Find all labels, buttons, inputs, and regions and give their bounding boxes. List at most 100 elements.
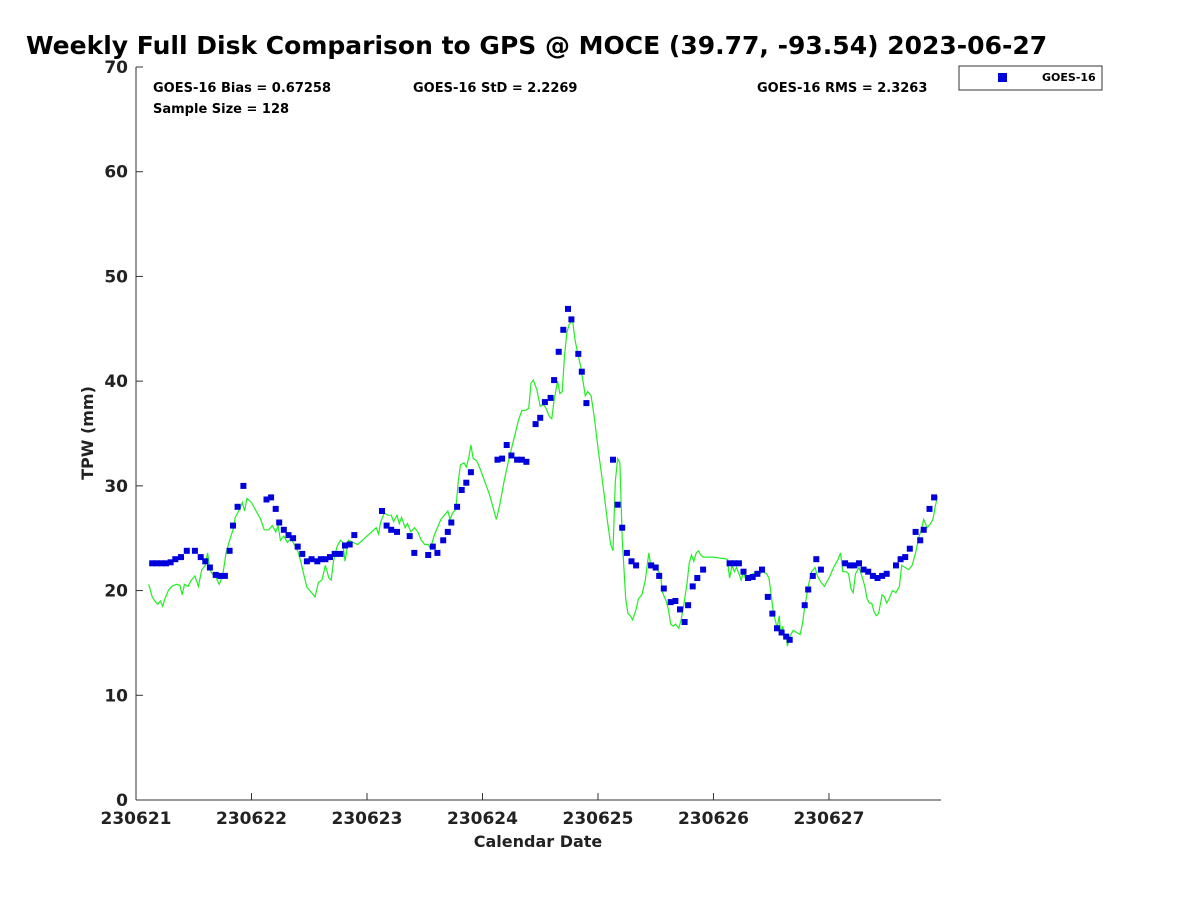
sample-size-stat: Sample Size = 128 — [153, 102, 289, 117]
goes-data-point — [342, 542, 348, 549]
goes-data-point — [906, 545, 913, 552]
goes-data-point — [294, 543, 301, 550]
goes-data-point — [689, 583, 696, 590]
goes-data-point — [578, 368, 585, 375]
goes-data-point — [874, 575, 881, 581]
goes-data-point — [917, 537, 924, 544]
x-ticks: 230621 230622 230623 230624 230625 230626 2306… — [101, 793, 864, 829]
y-tick-label: 10 — [104, 686, 128, 706]
goes-data-point — [523, 458, 530, 465]
goes-data-point — [337, 550, 344, 557]
goes-data-point — [700, 566, 707, 573]
goes-data-point — [240, 482, 247, 489]
goes-data-point — [163, 560, 169, 567]
goes-data-point — [809, 572, 816, 579]
goes-data-point — [801, 602, 808, 609]
x-tick-label: 230621 — [101, 809, 172, 829]
goes-series — [149, 305, 938, 643]
y-tick-label: 50 — [104, 267, 128, 287]
x-tick-label: 230623 — [331, 809, 402, 829]
goes-data-point — [331, 550, 338, 557]
goes-data-point — [883, 570, 890, 577]
goes-data-point — [308, 556, 315, 563]
legend-label: GOES-16 — [1042, 71, 1096, 84]
goes-data-point — [769, 610, 776, 617]
goes-data-point — [285, 532, 292, 539]
goes-data-point — [677, 606, 683, 613]
goes-data-point — [153, 560, 160, 567]
goes-data-point — [817, 566, 824, 573]
goes-data-point — [508, 452, 515, 459]
goes-data-point — [272, 505, 279, 512]
goes-data-point — [197, 554, 204, 561]
legend: GOES-16 — [958, 65, 1103, 91]
y-tick-label: 30 — [104, 477, 128, 497]
goes-data-point — [749, 574, 756, 580]
goes-data-point — [648, 562, 655, 569]
plot-area — [136, 67, 941, 800]
goes-data-point — [656, 572, 663, 579]
goes-data-point — [672, 598, 679, 604]
goes-data-point — [379, 508, 385, 514]
goes-data-point — [290, 535, 297, 542]
goes-data-point — [327, 554, 333, 561]
goes-data-point — [681, 619, 688, 625]
goes-data-point — [897, 556, 904, 563]
goes-data-point — [280, 526, 287, 533]
goes-data-point — [230, 522, 236, 529]
goes-data-point — [547, 394, 554, 401]
goes-data-point — [406, 533, 413, 540]
goes-data-point — [303, 558, 310, 565]
x-tick-label: 230626 — [678, 809, 749, 829]
goes-data-point — [221, 572, 228, 579]
goes-data-point — [628, 558, 635, 565]
goes-data-point — [206, 564, 213, 571]
goes-data-point — [149, 560, 156, 567]
x-tick-label: 230627 — [793, 809, 864, 829]
goes-data-point — [440, 537, 447, 544]
goes-data-point — [912, 528, 919, 535]
goes-data-point — [463, 479, 470, 486]
goes-data-point — [551, 377, 558, 384]
goes-data-point — [425, 552, 432, 558]
x-tick-label: 230624 — [447, 809, 518, 829]
y-tick-label: 60 — [104, 163, 128, 183]
goes-data-point — [158, 560, 165, 567]
goes-data-point — [694, 575, 701, 581]
goes-data-point — [263, 496, 270, 503]
y-tick-label: 0 — [116, 791, 128, 811]
goes-data-point — [411, 549, 418, 556]
goes-data-point — [754, 570, 761, 577]
goes-data-point — [667, 599, 674, 606]
y-tick-label: 20 — [104, 582, 128, 602]
goes-data-point — [568, 316, 575, 323]
goes-data-point — [532, 421, 539, 428]
goes-data-point — [317, 556, 324, 563]
rms-stat: GOES-16 RMS = 2.3263 — [757, 81, 927, 96]
goes-data-point — [902, 554, 909, 561]
y-ticks: 0 10 20 30 40 50 60 70 — [104, 58, 143, 811]
legend-box — [958, 65, 1103, 91]
goes-data-point — [778, 629, 785, 636]
goes-data-point — [774, 625, 780, 632]
goes-data-point — [740, 568, 747, 575]
goes-data-point — [178, 554, 184, 561]
goes-data-point — [226, 547, 233, 554]
goes-data-point — [583, 400, 590, 407]
goes-data-point — [346, 541, 353, 548]
goes-data-point — [652, 564, 659, 571]
goes-data-point — [633, 562, 640, 569]
goes-data-point — [735, 560, 742, 567]
goes-data-point — [614, 501, 621, 508]
goes-data-point — [865, 568, 872, 575]
goes-data-point — [467, 469, 474, 476]
goes-data-point — [434, 549, 441, 556]
goes-data-point — [394, 528, 400, 535]
chart-title: Weekly Full Disk Comparison to GPS @ MOC… — [26, 31, 1047, 60]
goes-data-point — [351, 532, 358, 539]
goes-data-point — [314, 558, 321, 565]
y-tick-label: 70 — [104, 58, 128, 78]
x-tick-label: 230625 — [562, 809, 633, 829]
goes-data-point — [846, 562, 853, 569]
